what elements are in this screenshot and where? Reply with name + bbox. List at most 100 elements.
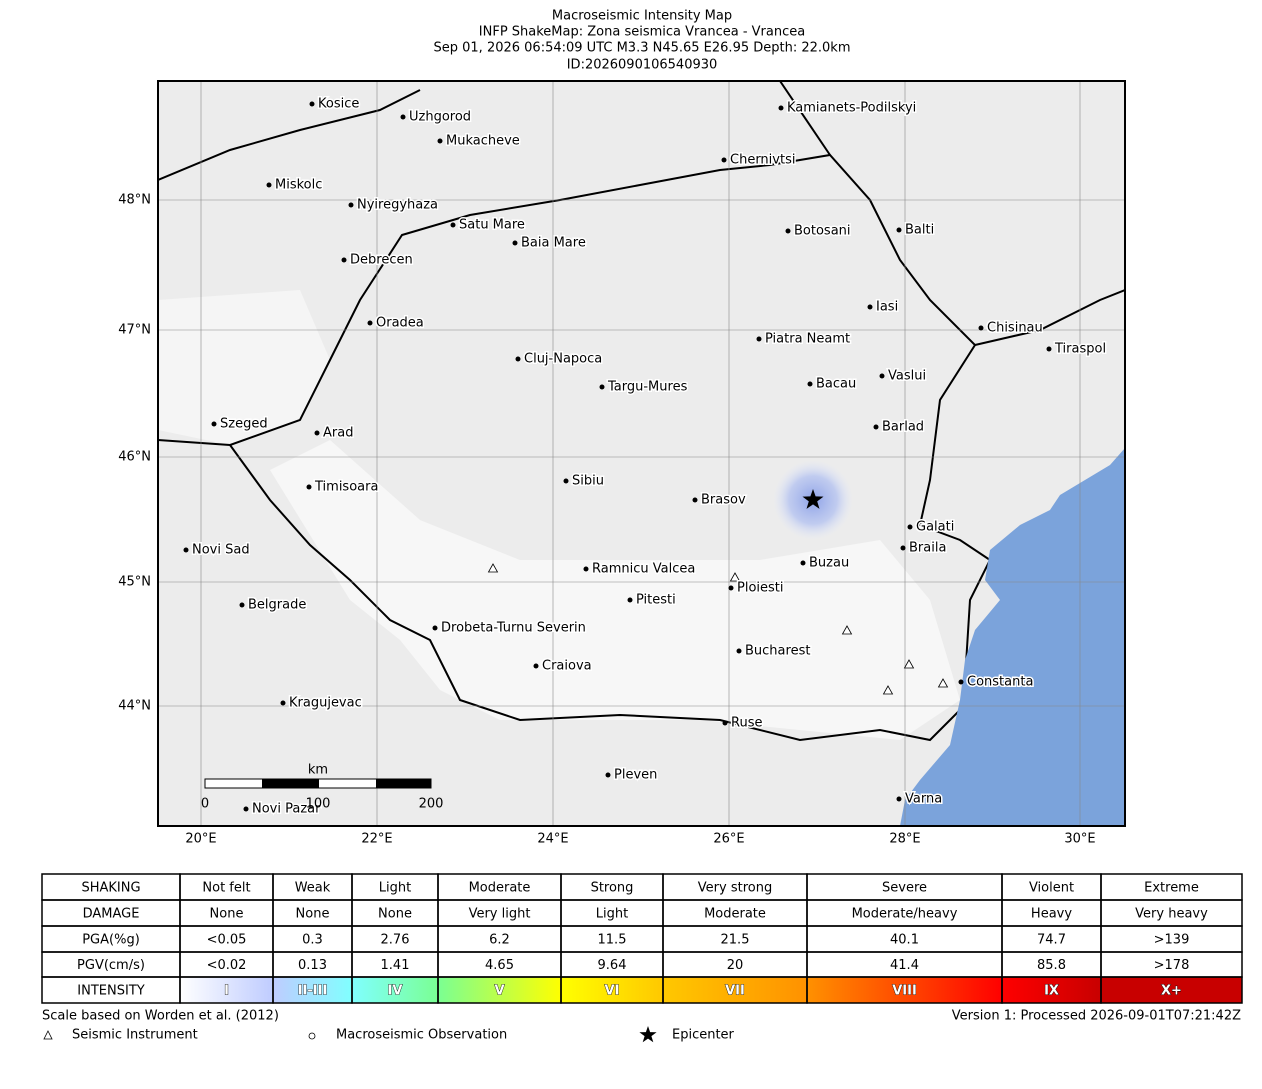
city-dot xyxy=(533,663,539,669)
legend-epicenter xyxy=(639,1026,657,1043)
table-text: 41.4 xyxy=(890,958,919,973)
table-text: Very strong xyxy=(698,881,772,896)
city-dot xyxy=(367,320,373,326)
legend-label: Macroseismic Observation xyxy=(336,1028,507,1043)
legend-label: Seismic Instrument xyxy=(72,1028,198,1043)
legend-station xyxy=(43,1030,53,1040)
intensity-color xyxy=(273,977,352,1003)
city-label: Satu Mare xyxy=(459,218,525,233)
table-text: >139 xyxy=(1154,933,1190,948)
table-text: V xyxy=(494,984,504,999)
border xyxy=(158,81,1125,446)
city-label: Craiova xyxy=(542,659,592,674)
table-text: 0.3 xyxy=(302,933,323,948)
city-label: Oradea xyxy=(376,316,424,331)
table-text: Heavy xyxy=(1031,907,1072,922)
table-text: VII xyxy=(725,984,745,999)
epicenter xyxy=(802,489,824,509)
station xyxy=(841,625,853,635)
city-label: Vaslui xyxy=(888,369,926,384)
lat-label: 48°N xyxy=(118,193,151,208)
city-dot xyxy=(896,796,902,802)
table-text: I xyxy=(224,984,229,999)
city-dot xyxy=(348,202,354,208)
table-text: Light xyxy=(596,907,628,922)
map-area xyxy=(158,81,1125,826)
city-dot xyxy=(400,114,406,120)
city-dot xyxy=(432,625,438,631)
table-text: 74.7 xyxy=(1037,933,1066,948)
station xyxy=(903,659,915,669)
city-dot xyxy=(314,430,320,436)
city-dot xyxy=(807,381,813,387)
city-dot xyxy=(341,257,347,263)
intensity-color xyxy=(1101,977,1242,1003)
table-text: 4.65 xyxy=(485,958,514,973)
city-dot xyxy=(756,336,762,342)
city-label: Novi Sad xyxy=(192,543,250,558)
city-label: Targu-Mures xyxy=(607,380,688,395)
city-dot xyxy=(879,373,885,379)
table-text: II-III xyxy=(298,984,328,999)
city-dot xyxy=(1046,346,1052,352)
city-dot xyxy=(978,325,984,331)
city-label: Novi Pazar xyxy=(252,802,321,817)
city-dot xyxy=(900,545,906,551)
table-text: Very light xyxy=(469,907,531,922)
lon-label: 24°E xyxy=(537,832,568,847)
table-text: Violent xyxy=(1029,881,1074,896)
city-label: Miskolc xyxy=(275,178,322,193)
city-label: Constanta xyxy=(967,675,1033,690)
title-line: Sep 01, 2026 06:54:09 UTC M3.3 N45.65 E2… xyxy=(434,41,851,56)
city-label: Drobeta-Turnu Severin xyxy=(441,621,586,636)
lat-label: 46°N xyxy=(118,450,151,465)
table-text: Not felt xyxy=(202,881,250,896)
city-label: Kragujevac xyxy=(289,696,362,711)
lon-label: 28°E xyxy=(889,832,920,847)
city-dot xyxy=(515,356,521,362)
city-label: Braila xyxy=(909,541,946,556)
title-line: INFP ShakeMap: Zona seismica Vrancea - V… xyxy=(479,25,805,40)
table-text: 21.5 xyxy=(721,933,750,948)
city-label: Brasov xyxy=(701,493,746,508)
city-dot xyxy=(266,182,272,188)
city-dot xyxy=(785,228,791,234)
intensity-color xyxy=(1002,977,1101,1003)
scale-label: 200 xyxy=(419,797,444,812)
city-label: Botosani xyxy=(794,224,851,239)
table-text: IV xyxy=(388,984,403,999)
city-dot xyxy=(599,384,605,390)
city-dot xyxy=(722,720,728,726)
table-text: X+ xyxy=(1161,984,1182,999)
city-label: Buzau xyxy=(809,556,849,571)
city-dot xyxy=(450,222,456,228)
city-label: Mukacheve xyxy=(446,134,520,149)
title-line: ID:2026090106540930 xyxy=(567,58,718,73)
table-text: 11.5 xyxy=(598,933,627,948)
city-label: Iasi xyxy=(876,300,898,315)
table-cell xyxy=(1100,976,1243,1004)
table-text: 1.41 xyxy=(381,958,410,973)
city-label: Bucharest xyxy=(745,644,810,659)
city-label: Barlad xyxy=(882,420,924,435)
table-text: 40.1 xyxy=(890,933,919,948)
city-label: Sibiu xyxy=(572,474,604,489)
city-dot xyxy=(800,560,806,566)
table-text: IX xyxy=(1044,984,1059,999)
city-label: Timisoara xyxy=(314,480,378,495)
city-dot xyxy=(958,679,964,685)
city-label: Pitesti xyxy=(636,593,676,608)
table-text: VIII xyxy=(892,984,917,999)
intensity-color xyxy=(807,977,1002,1003)
scale-unit: km xyxy=(308,763,328,778)
intensity-color xyxy=(352,977,438,1003)
city-label: Bacau xyxy=(816,377,856,392)
lat-label: 44°N xyxy=(118,699,151,714)
city-dot xyxy=(512,240,518,246)
lon-label: 20°E xyxy=(185,832,216,847)
intensity-color xyxy=(663,977,807,1003)
city-label: Cluj-Napoca xyxy=(524,352,602,367)
city-label: Ploiesti xyxy=(737,581,784,596)
city-dot xyxy=(692,497,698,503)
city-dot xyxy=(243,806,249,812)
